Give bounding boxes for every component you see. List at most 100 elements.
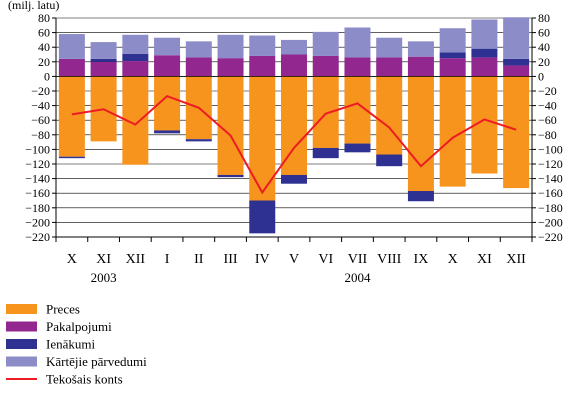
x-tick-label: III [224, 252, 238, 267]
legend-label-tekosais-konts: Tekošais konts [46, 372, 123, 387]
y-tick-label-right: −60 [538, 113, 557, 127]
bar-pakalpojumi [439, 58, 466, 77]
x-tick-label: X [67, 252, 77, 267]
legend-swatch-ienakumi [6, 339, 37, 349]
y-tick-label-left: 80 [38, 11, 50, 25]
bar-pakalpojumi [471, 57, 498, 77]
bar-kartejie-parvedumi [439, 28, 466, 53]
bar-preces [217, 76, 244, 175]
y-tick-label-right: −40 [538, 99, 557, 113]
y-tick-label-left: −20 [31, 84, 50, 98]
legend-label-ienakumi: Ienākumi [46, 337, 95, 352]
y-tick-label-right: 20 [538, 55, 550, 69]
x-tick-label: IV [255, 252, 270, 267]
x-tick-label: I [165, 252, 170, 267]
y-tick-label-right: −100 [538, 142, 563, 156]
bar-ienakumi [90, 58, 117, 62]
legend-swatch-preces [6, 304, 37, 314]
y-tick-label-left: −80 [31, 128, 50, 142]
bar-kartejie-parvedumi [471, 19, 498, 49]
legend-label-pakalpojumi: Pakalpojumi [46, 319, 112, 334]
y-tick-label-right: −220 [538, 230, 563, 244]
legend: Preces Pakalpojumi Ienākumi Kārtējie pārved… [6, 302, 147, 387]
bar-ienakumi [217, 174, 244, 178]
x-tick-label: VI [318, 252, 333, 267]
y-tick-label-right: −200 [538, 215, 563, 229]
bar-kartejie-parvedumi [185, 41, 212, 58]
bar-preces [503, 76, 530, 189]
legend-label-kartejie-parvedumi: Kārtējie pārvedumi [46, 354, 147, 369]
x-tick-label: XI [477, 252, 492, 267]
year-label: 2004 [344, 270, 371, 285]
year-label: 2003 [91, 270, 117, 285]
bar-kartejie-parvedumi [407, 41, 434, 57]
y-tick-label-left: −140 [25, 172, 50, 186]
bar-pakalpojumi [344, 57, 371, 77]
y-tick-label-left: −200 [25, 215, 50, 229]
y-tick-label-right: 40 [538, 40, 550, 54]
bar-kartejie-parvedumi [249, 35, 276, 56]
y-tick-label-left: −160 [25, 186, 50, 200]
x-tick-label: V [289, 252, 299, 267]
bar-pakalpojumi [154, 55, 181, 77]
bar-pakalpojumi [58, 58, 85, 77]
bar-kartejie-parvedumi [90, 42, 117, 59]
x-tick-label: VIII [377, 252, 401, 267]
bar-kartejie-parvedumi [503, 17, 530, 59]
bar-pakalpojumi [376, 57, 403, 77]
bar-pakalpojumi [281, 54, 307, 77]
axes [52, 17, 536, 242]
legend-swatch-pakalpojumi [6, 321, 37, 332]
bar-ienakumi [407, 191, 434, 202]
bar-preces [376, 76, 403, 155]
x-tick-label: VII [348, 252, 368, 267]
bar-pakalpojumi [185, 57, 212, 77]
bar-ienakumi [281, 174, 307, 184]
bar-ienakumi [154, 130, 181, 134]
y-tick-label-right: 60 [538, 26, 550, 40]
bar-kartejie-parvedumi [312, 31, 339, 56]
y-tick-label-right: −80 [538, 128, 557, 142]
x-tick-label: XII [506, 252, 526, 267]
y-tick-label-right: −120 [538, 157, 563, 171]
bar-pakalpojumi [503, 65, 530, 77]
legend-swatch-kartejie-parvedumi [6, 356, 37, 367]
bar-pakalpojumi [407, 56, 434, 77]
y-tick-label-left: 20 [38, 55, 50, 69]
bar-preces [407, 76, 434, 192]
y-tick-label-left: −120 [25, 157, 50, 171]
bar-pakalpojumi [90, 61, 117, 77]
y-tick-label-right: −180 [538, 201, 563, 215]
bars [58, 17, 530, 234]
bar-ienakumi [312, 147, 339, 159]
bar-preces [312, 76, 339, 148]
bar-ienakumi [249, 200, 276, 234]
y-tick-label-right: −160 [538, 186, 563, 200]
bar-preces [58, 76, 85, 157]
y-tick-label-right: 80 [538, 11, 550, 25]
bar-ienakumi [58, 156, 85, 159]
bar-kartejie-parvedumi [217, 34, 244, 59]
line-tekosais-konts [71, 94, 517, 195]
bar-ienakumi [471, 48, 498, 58]
bar-kartejie-parvedumi [344, 27, 371, 58]
bar-kartejie-parvedumi [281, 39, 307, 55]
unit-label: (milj. latu) [8, 0, 59, 12]
bar-pakalpojumi [217, 58, 244, 77]
bar-kartejie-parvedumi [376, 37, 403, 58]
y-tick-label-right: −20 [538, 84, 557, 98]
x-tick-label: II [194, 252, 204, 267]
x-tick-label: XI [96, 252, 111, 267]
y-tick-label-left: −100 [25, 142, 50, 156]
bar-preces [439, 76, 466, 187]
bar-ienakumi [439, 52, 466, 59]
y-tick-label-right: 0 [538, 69, 544, 83]
legend-label-preces: Preces [46, 302, 80, 317]
y-tick-label-left: −220 [25, 230, 50, 244]
y-tick-label-left: 40 [38, 40, 50, 54]
bar-ienakumi [185, 139, 212, 142]
bar-kartejie-parvedumi [122, 34, 149, 54]
